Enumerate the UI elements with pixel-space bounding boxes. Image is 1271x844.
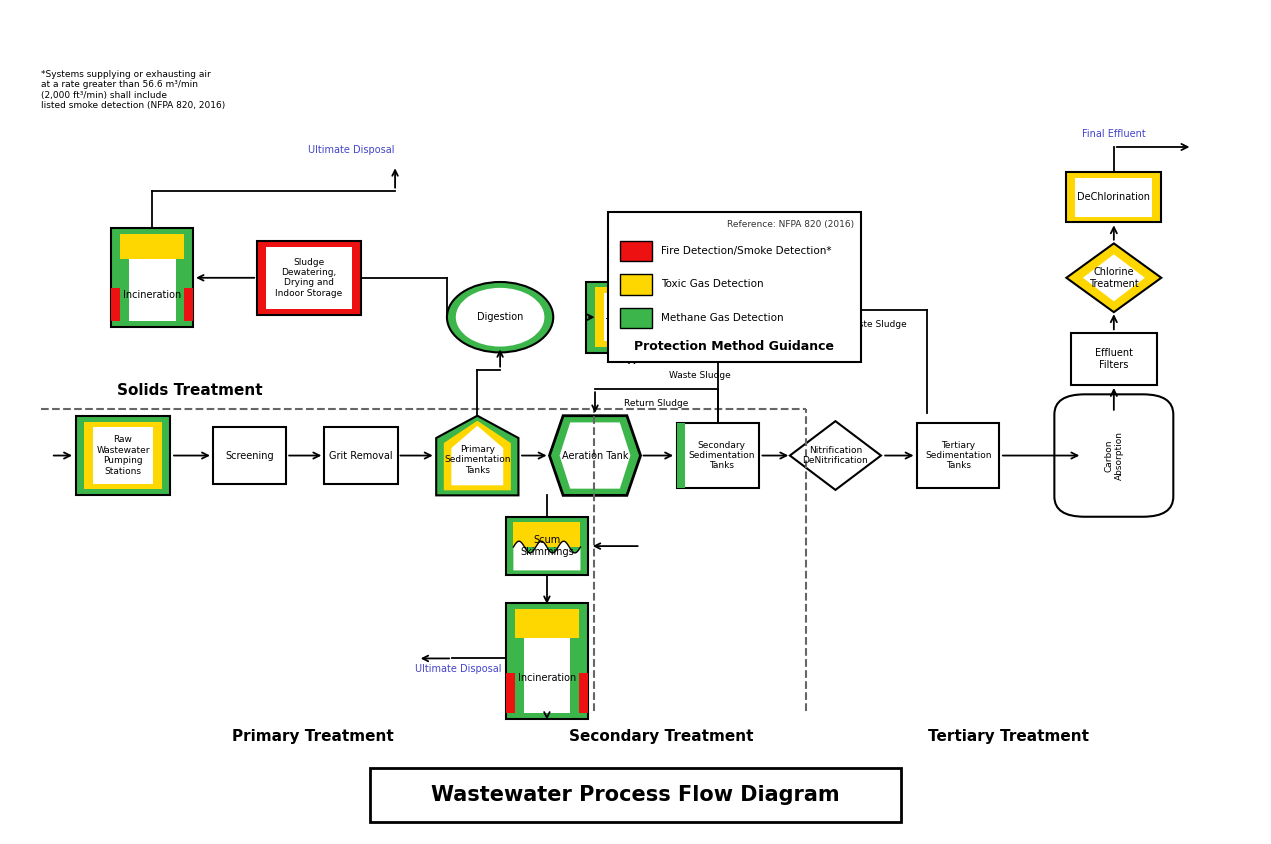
FancyBboxPatch shape [266, 246, 352, 309]
FancyBboxPatch shape [620, 274, 652, 295]
Text: Final Effluent: Final Effluent [1082, 129, 1145, 139]
FancyBboxPatch shape [524, 638, 571, 713]
Text: Sludge
Thickening: Sludge Thickening [605, 306, 658, 328]
FancyBboxPatch shape [1075, 178, 1153, 217]
FancyBboxPatch shape [604, 294, 660, 341]
FancyBboxPatch shape [595, 288, 669, 347]
FancyBboxPatch shape [506, 517, 588, 576]
Text: Aeration Tank: Aeration Tank [562, 451, 628, 461]
Text: Waste Sludge: Waste Sludge [845, 320, 906, 329]
Text: Ultimate Disposal: Ultimate Disposal [308, 145, 394, 155]
FancyBboxPatch shape [580, 674, 588, 713]
FancyBboxPatch shape [620, 308, 652, 328]
Polygon shape [789, 421, 881, 490]
Text: Ultimate Disposal: Ultimate Disposal [416, 664, 502, 674]
FancyBboxPatch shape [506, 603, 588, 719]
Text: Scum
Skimmings: Scum Skimmings [520, 535, 573, 557]
Text: Primary Treatment: Primary Treatment [231, 729, 394, 744]
FancyBboxPatch shape [1066, 172, 1162, 223]
FancyBboxPatch shape [257, 241, 361, 315]
Text: *Systems supplying or exhausting air
at a rate greater than 56.6 m³/min
(2,000 f: *Systems supplying or exhausting air at … [41, 70, 225, 110]
FancyBboxPatch shape [93, 427, 153, 484]
Polygon shape [513, 541, 581, 571]
Text: Primary
Sedimentation
Tanks: Primary Sedimentation Tanks [444, 445, 511, 474]
FancyBboxPatch shape [119, 234, 184, 258]
Polygon shape [549, 416, 641, 495]
Circle shape [447, 282, 553, 353]
Text: Protection Method Guidance: Protection Method Guidance [634, 340, 834, 353]
Polygon shape [1083, 254, 1145, 301]
Text: Waste Sludge: Waste Sludge [669, 371, 731, 380]
FancyBboxPatch shape [513, 522, 581, 547]
FancyBboxPatch shape [1070, 333, 1157, 385]
Polygon shape [559, 422, 630, 489]
Text: Tertiary
Sedimentation
Tanks: Tertiary Sedimentation Tanks [925, 441, 991, 470]
Text: Raw
Wastewater
Pumping
Stations: Raw Wastewater Pumping Stations [97, 436, 150, 476]
Text: Incineration: Incineration [517, 673, 576, 683]
Polygon shape [444, 421, 511, 490]
Text: Screening: Screening [225, 451, 273, 461]
FancyBboxPatch shape [515, 609, 580, 638]
Text: Fire Detection/Smoke Detection*: Fire Detection/Smoke Detection* [661, 246, 831, 256]
Text: Secondary Treatment: Secondary Treatment [568, 729, 752, 744]
Text: Return Sludge: Return Sludge [624, 399, 689, 408]
FancyBboxPatch shape [608, 213, 860, 361]
Text: Incineration: Incineration [123, 289, 182, 300]
Circle shape [456, 288, 544, 347]
Text: Wastewater Process Flow Diagram: Wastewater Process Flow Diagram [431, 785, 840, 805]
Text: Effluent
Filters: Effluent Filters [1094, 349, 1132, 370]
Text: Nitrification
DeNitrification: Nitrification DeNitrification [802, 446, 868, 465]
FancyBboxPatch shape [212, 427, 286, 484]
Text: Reference: NFPA 820 (2016): Reference: NFPA 820 (2016) [727, 220, 854, 230]
Text: Digestion: Digestion [477, 312, 524, 322]
Polygon shape [436, 416, 519, 495]
FancyBboxPatch shape [75, 416, 170, 495]
Text: Secondary
Sedimentation
Tanks: Secondary Sedimentation Tanks [689, 441, 755, 470]
Text: Carbon
Absorption: Carbon Absorption [1104, 431, 1124, 480]
Text: DeChlorination: DeChlorination [1078, 192, 1150, 203]
FancyBboxPatch shape [676, 423, 759, 488]
FancyBboxPatch shape [1055, 394, 1173, 517]
FancyBboxPatch shape [370, 768, 901, 822]
Text: Sludge
Dewatering,
Drying and
Indoor Storage: Sludge Dewatering, Drying and Indoor Sto… [276, 257, 343, 298]
FancyBboxPatch shape [184, 289, 193, 322]
FancyBboxPatch shape [111, 289, 119, 322]
FancyBboxPatch shape [506, 674, 515, 713]
FancyBboxPatch shape [324, 427, 398, 484]
Polygon shape [451, 425, 503, 485]
Text: Toxic Gas Detection: Toxic Gas Detection [661, 279, 764, 289]
FancyBboxPatch shape [918, 423, 999, 488]
Polygon shape [1066, 243, 1162, 312]
FancyBboxPatch shape [586, 282, 677, 353]
Text: Grit Removal: Grit Removal [329, 451, 393, 461]
Text: Methane Gas Detection: Methane Gas Detection [661, 313, 783, 323]
FancyBboxPatch shape [84, 422, 161, 490]
Text: Tertiary Treatment: Tertiary Treatment [928, 729, 1089, 744]
FancyBboxPatch shape [676, 423, 685, 488]
FancyBboxPatch shape [128, 258, 175, 322]
Text: Chlorine
Treatment: Chlorine Treatment [1089, 267, 1139, 289]
FancyBboxPatch shape [111, 229, 193, 327]
FancyBboxPatch shape [620, 241, 652, 261]
Text: Solids Treatment: Solids Treatment [117, 382, 263, 398]
